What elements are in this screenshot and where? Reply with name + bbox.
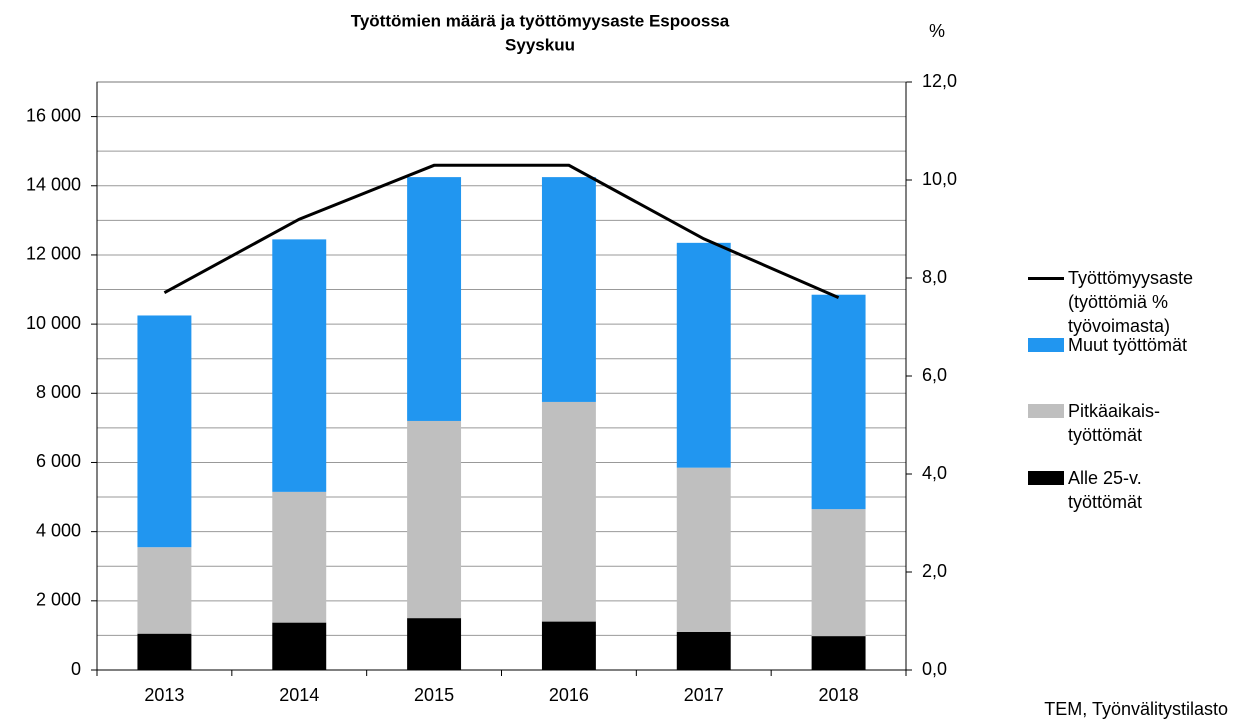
- y2-tick-label: 6,0: [922, 365, 947, 385]
- bar-segment: [676, 631, 731, 670]
- y-tick-label: 16 000: [26, 105, 81, 125]
- y2-tick-label: 2,0: [922, 561, 947, 581]
- bar-segment: [541, 621, 596, 670]
- bar-segment: [137, 633, 192, 670]
- y-tick-label: 10 000: [26, 313, 81, 333]
- x-tick-label: 2017: [684, 685, 724, 705]
- y-tick-label: 14 000: [26, 175, 81, 195]
- x-tick-label: 2016: [549, 685, 589, 705]
- y-tick-label: 8 000: [36, 382, 81, 402]
- y-tick-label: 2 000: [36, 590, 81, 610]
- legend-label: Muut työttömät: [1068, 335, 1188, 355]
- y2-tick-label: 12,0: [922, 71, 957, 91]
- legend-swatch: [1028, 471, 1064, 485]
- bar-segment: [272, 622, 327, 670]
- legend-swatch: [1028, 338, 1064, 352]
- legend-label: Pitkäaikais- työttömät: [1068, 401, 1161, 445]
- bar-segment: [811, 294, 866, 510]
- bar-segment: [676, 242, 731, 468]
- plot-frame: [96, 81, 907, 671]
- x-tick-label: 2014: [279, 685, 319, 705]
- bar-segment: [407, 420, 462, 619]
- chart-subtitle: Syyskuu: [505, 35, 575, 54]
- bar-segment: [407, 618, 462, 670]
- x-tick-label: 2013: [144, 685, 184, 705]
- bar-segment: [137, 547, 192, 634]
- line: [163, 163, 840, 299]
- source: TEM, Työnvälitystilasto: [1044, 699, 1228, 719]
- y-tick-label: 6 000: [36, 451, 81, 471]
- bar-segment: [272, 239, 327, 492]
- bar-segment: [811, 509, 866, 637]
- y-tick-label: 4 000: [36, 520, 81, 540]
- legend-swatch: [1028, 404, 1064, 418]
- y-tick-label: 0: [71, 659, 81, 679]
- y2-tick-label: 4,0: [922, 463, 947, 483]
- bar-segment: [676, 467, 731, 632]
- bar-segment: [541, 177, 596, 402]
- bar-segment: [272, 491, 327, 623]
- y2-tick-label: 8,0: [922, 267, 947, 287]
- bar-segment: [811, 636, 866, 670]
- x-tick-label: 2015: [414, 685, 454, 705]
- bar-segment: [407, 177, 462, 421]
- bar-segment: [137, 315, 192, 548]
- bar-segment: [541, 401, 596, 622]
- y2-tick-label: 10,0: [922, 169, 957, 189]
- legend-label: Alle 25-v. työttömät: [1068, 468, 1143, 512]
- legend-label: Työttömyysaste (työttömiä % työvoimasta): [1068, 268, 1194, 336]
- y2-axis-label: %: [929, 21, 945, 41]
- legend-line: [1028, 277, 1064, 280]
- chart-title: Työttömien määrä ja työttömyysaste Espoo…: [351, 11, 730, 30]
- x-tick-label: 2018: [819, 685, 859, 705]
- y-tick-label: 12 000: [26, 244, 81, 264]
- y2-tick-label: 0,0: [922, 659, 947, 679]
